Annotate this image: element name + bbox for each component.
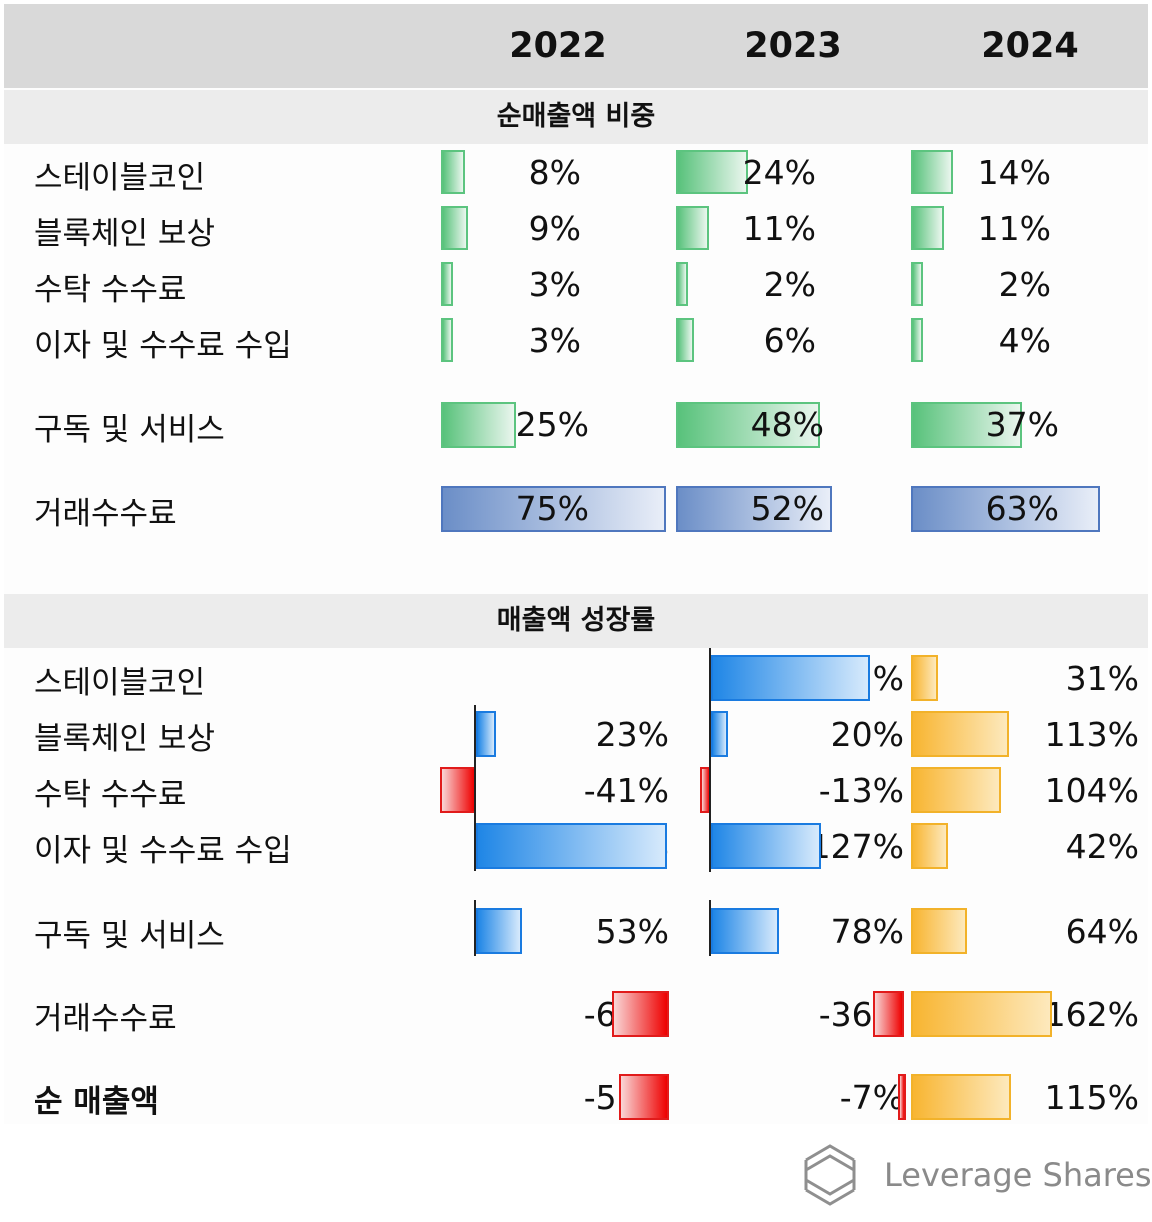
growth-bar [911, 991, 1052, 1037]
growth-bar [897, 1074, 906, 1120]
year-2024: 2024 [981, 26, 1079, 66]
growth-axis-2022 [474, 705, 476, 871]
share-bar [911, 402, 1022, 448]
share-bar [911, 486, 1100, 532]
growth-value: 23% [595, 715, 669, 754]
growth-bar [911, 711, 1010, 757]
leverage-shares-logo-icon [804, 1144, 856, 1206]
growth-bar [911, 1074, 1012, 1120]
share-value: 63% [985, 489, 1059, 528]
growth-bar [476, 711, 496, 757]
growth-row-label: 거래수수료 [34, 1001, 177, 1037]
share-bar [441, 206, 468, 250]
growth-bar [911, 655, 938, 701]
share-value: 75% [515, 489, 589, 528]
growth-row-label: 순 매출액 [34, 1084, 159, 1120]
growth-bar [476, 908, 523, 954]
growth-row-label: 스테이블코인 [34, 665, 206, 701]
growth-bar [440, 767, 476, 813]
share-value: 6% [763, 321, 816, 360]
growth-row-label: 이자 및 수수료 수입 [34, 833, 292, 869]
share-row-label: 블록체인 보상 [34, 216, 215, 252]
growth-value: 31% [1065, 659, 1139, 698]
share-value: 3% [528, 321, 581, 360]
share-bar [676, 318, 694, 362]
year-2023: 2023 [744, 26, 842, 66]
share-section-title: 순매출액 비중 [4, 90, 1148, 144]
growth-value: 78% [830, 912, 904, 951]
share-bar [676, 262, 688, 306]
share-bar [441, 486, 666, 532]
share-bar [911, 150, 953, 194]
share-value: 4% [998, 321, 1051, 360]
growth-value: 104% [1044, 771, 1139, 810]
growth-bar [619, 1074, 669, 1120]
growth-section-title: 매출액 성장률 [4, 594, 1148, 648]
growth-bar [911, 767, 1002, 813]
growth-bar [711, 711, 729, 757]
growth-bar [611, 991, 669, 1037]
growth-bar [711, 655, 871, 701]
year-header [4, 4, 1148, 88]
share-bar [676, 402, 820, 448]
share-value: 52% [750, 489, 824, 528]
growth-value: 115% [1044, 1078, 1139, 1117]
share-bar [911, 262, 923, 306]
growth-value: 127% [809, 827, 904, 866]
growth-value: 53% [595, 912, 669, 951]
share-value: 48% [750, 405, 824, 444]
share-row-label: 거래수수료 [34, 496, 177, 532]
growth-bar [872, 991, 904, 1037]
growth-axis-2022-b [474, 900, 476, 956]
share-value: 11% [977, 209, 1051, 248]
brand-name: Leverage Shares [884, 1156, 1152, 1194]
share-bar [676, 150, 748, 194]
growth-value: -36% [818, 995, 904, 1034]
growth-bar [476, 823, 667, 869]
share-bar [676, 206, 709, 250]
share-bar [441, 318, 453, 362]
share-value: 14% [977, 153, 1051, 192]
share-value: 37% [985, 405, 1059, 444]
share-value: 3% [528, 265, 581, 304]
growth-bar [911, 908, 967, 954]
share-row-label: 수탁 수수료 [34, 272, 187, 308]
growth-bar [911, 823, 948, 869]
share-value: 11% [742, 209, 816, 248]
growth-row-label: 수탁 수수료 [34, 777, 187, 813]
growth-row-label: 구독 및 서비스 [34, 918, 225, 954]
share-value: 2% [998, 265, 1051, 304]
year-2022: 2022 [509, 26, 607, 66]
share-value: 24% [742, 153, 816, 192]
share-row-label: 이자 및 수수료 수입 [34, 328, 292, 364]
share-bar [441, 262, 453, 306]
growth-value: -7% [839, 1078, 904, 1117]
share-bar [441, 402, 516, 448]
share-row-label: 구독 및 서비스 [34, 412, 225, 448]
growth-row-label: 블록체인 보상 [34, 721, 215, 757]
share-bar [911, 318, 923, 362]
share-value: 9% [528, 209, 581, 248]
share-value: 8% [528, 153, 581, 192]
growth-value: 64% [1065, 912, 1139, 951]
growth-value: 42% [1065, 827, 1139, 866]
share-bar [911, 206, 944, 250]
growth-value: -13% [818, 771, 904, 810]
share-row-label: 스테이블코인 [34, 160, 206, 196]
share-value: 2% [763, 265, 816, 304]
growth-value: 162% [1044, 995, 1139, 1034]
growth-value: 113% [1044, 715, 1139, 754]
growth-bar [711, 823, 822, 869]
growth-value: -41% [583, 771, 669, 810]
growth-axis-2023 [709, 648, 711, 872]
growth-axis-2023-b [709, 900, 711, 956]
share-bar [676, 486, 832, 532]
share-value: 25% [515, 405, 589, 444]
growth-value: 20% [830, 715, 904, 754]
growth-bar [711, 908, 779, 954]
share-bar [441, 150, 465, 194]
